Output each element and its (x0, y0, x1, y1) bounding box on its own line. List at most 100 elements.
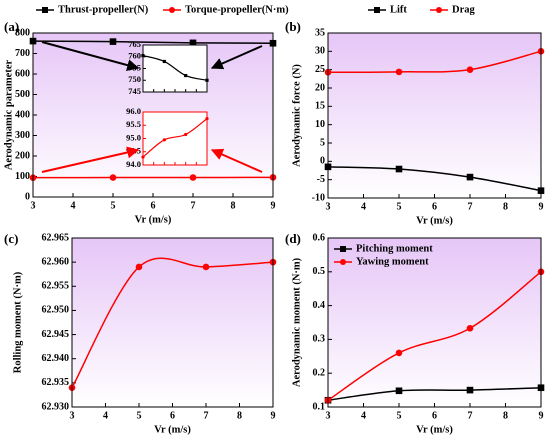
series-line (32, 40, 274, 44)
y-tick-label: 0 (320, 156, 325, 167)
arrow (210, 148, 263, 173)
x-tick-label: 3 (326, 410, 331, 421)
x-tick-label: 7 (468, 201, 473, 212)
panel: 0 100 200 300 400 500 600 700 800 3 4 5 6 7 8 9 Vr (m/s)… (3, 4, 289, 225)
x-tick-label: 7 (191, 200, 196, 211)
marker (466, 386, 474, 394)
marker (109, 38, 117, 45)
marker (395, 349, 403, 357)
marker (202, 263, 210, 271)
inset-y-tick-label: 760 (128, 51, 141, 61)
arrow (41, 146, 140, 173)
x-tick-label: 3 (70, 410, 75, 421)
y-axis-label: Aerodynamic moment (N·m) (291, 257, 302, 387)
series-line (327, 50, 542, 73)
x-tick-label: 4 (361, 201, 366, 212)
marker (184, 132, 188, 137)
y-tick-label: 800 (15, 27, 30, 38)
panel-label: (a) (4, 19, 19, 34)
x-tick-label: 4 (103, 410, 108, 421)
marker (395, 68, 403, 76)
inset-y-tick-label: 94.0 (126, 159, 141, 169)
y-tick-label: 5 (320, 137, 325, 148)
x-tick-label: 6 (432, 410, 437, 421)
x-tick-label: 6 (432, 201, 437, 212)
y-tick-label: -10 (312, 192, 325, 203)
y-tick-label: 0 (25, 191, 30, 202)
x-tick-label: 4 (361, 410, 366, 421)
panel-label: (b) (285, 19, 301, 34)
legend-label: Drag (452, 4, 475, 15)
marker (189, 39, 197, 47)
marker (395, 165, 403, 173)
y-tick-label: 62.965 (42, 232, 70, 243)
y-tick-label: -5 (317, 174, 325, 185)
x-tick-label: 3 (31, 200, 36, 211)
x-tick-label: 4 (71, 200, 76, 211)
marker (184, 73, 188, 78)
inset: 94.094.595.095.596.0 (126, 106, 209, 169)
y-tick-label: 62.955 (42, 281, 70, 292)
marker (162, 138, 166, 142)
marker (135, 263, 143, 271)
x-tick-label: 7 (468, 410, 473, 421)
y-tick-label: 62.935 (42, 377, 70, 388)
panel: -10 -5 0 5 10 15 20 25 30 35 3 4 5 6 7 8 9 Vr (m/s) Aerody… (285, 4, 545, 226)
series-line (327, 386, 542, 401)
legend-marker (374, 7, 380, 13)
y-tick-label: 25 (315, 64, 325, 75)
x-tick-label: 7 (204, 410, 209, 421)
plot-frame (327, 32, 542, 199)
series-line (327, 271, 542, 401)
marker (205, 117, 209, 121)
x-tick-label: 9 (271, 410, 276, 421)
x-tick-label: 9 (271, 200, 276, 211)
legend-label: Thrust-propeller(N) (58, 4, 149, 15)
marker (466, 324, 474, 332)
legend-marker (340, 259, 346, 265)
legend-label: Torque-propeller(N·m) (185, 4, 289, 15)
legend-marker (340, 246, 346, 252)
panel-label: (d) (285, 231, 301, 246)
x-tick-label: 8 (237, 410, 242, 421)
y-tick-label: 300 (15, 130, 30, 141)
y-axis-label: Rolling moment (N·m) (12, 271, 23, 373)
inset-y-tick-label: 750 (128, 74, 141, 84)
marker (395, 387, 403, 395)
plot-background (72, 238, 273, 407)
y-tick-label: 0.6 (313, 232, 326, 243)
inset: 745750755760765 (128, 39, 209, 96)
y-tick-label: 20 (315, 82, 325, 93)
plot-frame (71, 237, 274, 408)
legend-marker (42, 7, 48, 13)
x-axis-label: Vr (m/s) (135, 214, 172, 225)
annotation-arrows (41, 41, 263, 173)
y-tick-label: 100 (15, 171, 30, 182)
marker (141, 53, 145, 58)
plot-background (328, 33, 541, 198)
x-tick-label: 5 (397, 201, 402, 212)
x-tick-label: 9 (539, 201, 544, 212)
y-axis-label: Aerodynamic parameter (3, 60, 14, 171)
inset-y-tick-label: 95.5 (126, 119, 141, 129)
inset-y-tick-label: 745 (128, 86, 141, 96)
arrow (41, 41, 140, 71)
x-tick-label: 8 (503, 201, 508, 212)
legend-label: Yawing moment (356, 256, 429, 267)
x-tick-label: 3 (326, 201, 331, 212)
inset-y-tick-label: 765 (128, 39, 141, 49)
series-line (71, 257, 274, 389)
x-tick-label: 5 (111, 200, 116, 211)
x-tick-label: 5 (397, 410, 402, 421)
marker (466, 173, 474, 181)
legend-marker (436, 7, 442, 13)
y-tick-label: 500 (15, 89, 30, 100)
marker (189, 174, 197, 181)
plot-frame (327, 237, 542, 408)
panel: 0.1 0.2 0.3 0.4 0.5 0.6 3 4 5 6 7 8 9 Vr (m/s) Aerodyn… (285, 231, 545, 435)
y-tick-label: 15 (315, 101, 325, 112)
x-tick-label: 8 (231, 200, 236, 211)
y-tick-label: 35 (315, 27, 325, 38)
y-axis-label: Aerodynamic force (N) (291, 64, 302, 167)
